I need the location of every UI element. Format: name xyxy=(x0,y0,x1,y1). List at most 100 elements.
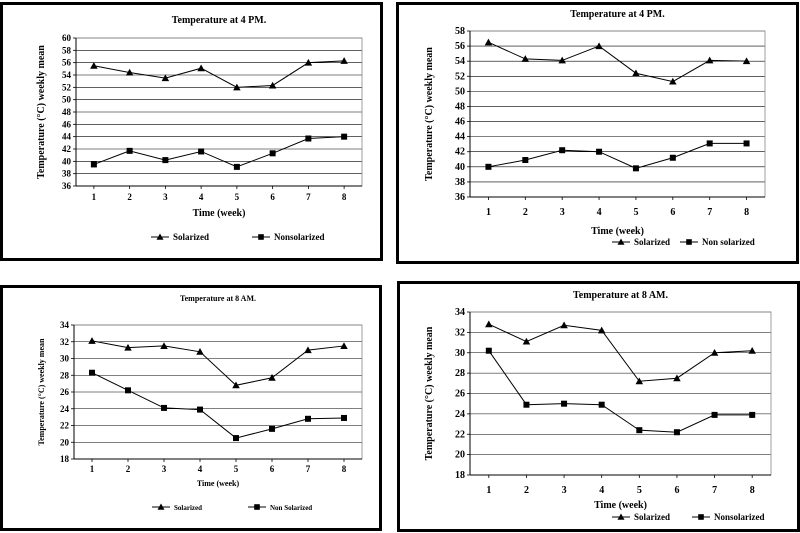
series-square xyxy=(485,347,756,436)
y-tick-label: 42 xyxy=(455,147,465,158)
y-tick-label: 38 xyxy=(62,169,72,179)
x-tick-label: 1 xyxy=(486,207,491,218)
chart-2: Temperature at 4 PM.36384042444648505254… xyxy=(424,9,766,247)
x-tick-label: 2 xyxy=(524,485,529,496)
data-point xyxy=(125,387,131,394)
y-tick-label: 18 xyxy=(60,454,70,464)
data-point xyxy=(304,346,312,354)
data-point xyxy=(197,406,203,413)
legend-label: Solarized xyxy=(173,232,209,242)
data-point xyxy=(341,414,347,421)
data-point xyxy=(711,411,718,418)
series-line xyxy=(488,350,753,433)
y-tick-label: 24 xyxy=(455,409,465,420)
data-point xyxy=(595,42,603,50)
data-point xyxy=(561,400,568,407)
x-tick-label: 7 xyxy=(707,207,712,218)
chart-panel-top-left xyxy=(0,2,383,261)
data-point xyxy=(88,337,96,344)
data-point xyxy=(268,81,277,89)
legend-marker xyxy=(258,234,264,240)
y-tick-label: 28 xyxy=(455,368,465,379)
y-axis-label: Temperature (°C) weekly mean xyxy=(424,326,435,460)
data-point xyxy=(161,404,167,411)
y-axis-label: Temperature (°C) weekly mean xyxy=(37,338,46,446)
data-point xyxy=(484,38,493,46)
x-tick-label: 6 xyxy=(270,192,275,202)
data-point xyxy=(521,55,530,62)
y-tick-label: 24 xyxy=(60,404,70,414)
x-tick-label: 7 xyxy=(306,192,311,202)
y-tick-label: 56 xyxy=(455,41,465,52)
y-tick-label: 54 xyxy=(62,70,72,80)
x-tick-label: 4 xyxy=(597,207,602,218)
legend-marker xyxy=(617,238,625,245)
x-axis-label: Time (week) xyxy=(594,500,647,511)
plot-area xyxy=(469,30,766,198)
y-tick-label: 28 xyxy=(60,370,70,380)
legend-marker xyxy=(157,503,165,510)
x-tick-label: 1 xyxy=(92,192,97,202)
y-tick-label: 40 xyxy=(62,156,72,166)
x-tick-label: 8 xyxy=(342,464,347,474)
x-tick-label: 6 xyxy=(270,464,275,474)
data-point xyxy=(635,377,644,385)
data-point xyxy=(269,425,275,432)
data-point xyxy=(90,62,98,69)
data-point xyxy=(485,320,493,328)
x-axis-label: Time (week) xyxy=(197,479,240,488)
y-tick-label: 38 xyxy=(455,177,465,188)
y-tick-label: 36 xyxy=(62,181,72,191)
data-point xyxy=(269,150,276,157)
data-point xyxy=(197,64,205,72)
data-point xyxy=(710,349,719,356)
data-point xyxy=(485,347,492,354)
y-tick-label: 30 xyxy=(455,348,465,359)
chart-title: Temperature at 8 AM. xyxy=(180,294,256,303)
data-point xyxy=(743,140,750,147)
y-tick-label: 20 xyxy=(455,450,465,461)
x-tick-label: 2 xyxy=(127,192,132,202)
x-tick-label: 6 xyxy=(670,207,675,218)
x-tick-label: 7 xyxy=(306,464,311,474)
y-tick-label: 58 xyxy=(62,45,72,55)
data-point xyxy=(485,163,492,170)
y-tick-label: 32 xyxy=(60,337,70,347)
legend-label: Non Solarized xyxy=(270,504,312,512)
series-line xyxy=(93,136,345,168)
x-tick-label: 5 xyxy=(633,207,638,218)
legend-marker xyxy=(617,513,625,520)
data-point xyxy=(522,157,529,164)
data-point xyxy=(126,147,133,154)
y-tick-label: 34 xyxy=(60,320,70,330)
legend-label: Non solarized xyxy=(702,237,755,247)
x-axis-label: Time (week) xyxy=(591,226,644,237)
y-tick-label: 32 xyxy=(455,327,465,338)
y-tick-label: 48 xyxy=(455,101,465,112)
legend-entry: Nonsolarized xyxy=(252,232,325,242)
data-point xyxy=(558,56,566,64)
legend-entry: Non solarized xyxy=(680,237,755,247)
data-point xyxy=(124,343,132,351)
series-triangle xyxy=(484,38,751,85)
y-tick-label: 44 xyxy=(455,132,465,143)
data-point xyxy=(673,374,681,382)
data-point xyxy=(196,348,204,355)
chart-panel-bottom-right xyxy=(397,281,800,532)
series-line xyxy=(91,340,345,386)
data-point xyxy=(632,69,640,77)
data-point xyxy=(669,154,676,161)
series-triangle xyxy=(90,57,348,91)
x-tick-label: 1 xyxy=(486,485,491,496)
data-point xyxy=(559,147,566,154)
data-point xyxy=(232,381,240,389)
series-square xyxy=(89,369,347,442)
y-axis-label: Temperature (°C) weekly mean xyxy=(424,47,435,181)
x-tick-label: 2 xyxy=(126,464,131,474)
y-tick-label: 18 xyxy=(455,470,465,481)
data-point xyxy=(268,374,276,381)
legend-label: Solarized xyxy=(634,512,670,522)
x-tick-label: 3 xyxy=(163,192,168,202)
x-tick-label: 4 xyxy=(599,485,604,496)
